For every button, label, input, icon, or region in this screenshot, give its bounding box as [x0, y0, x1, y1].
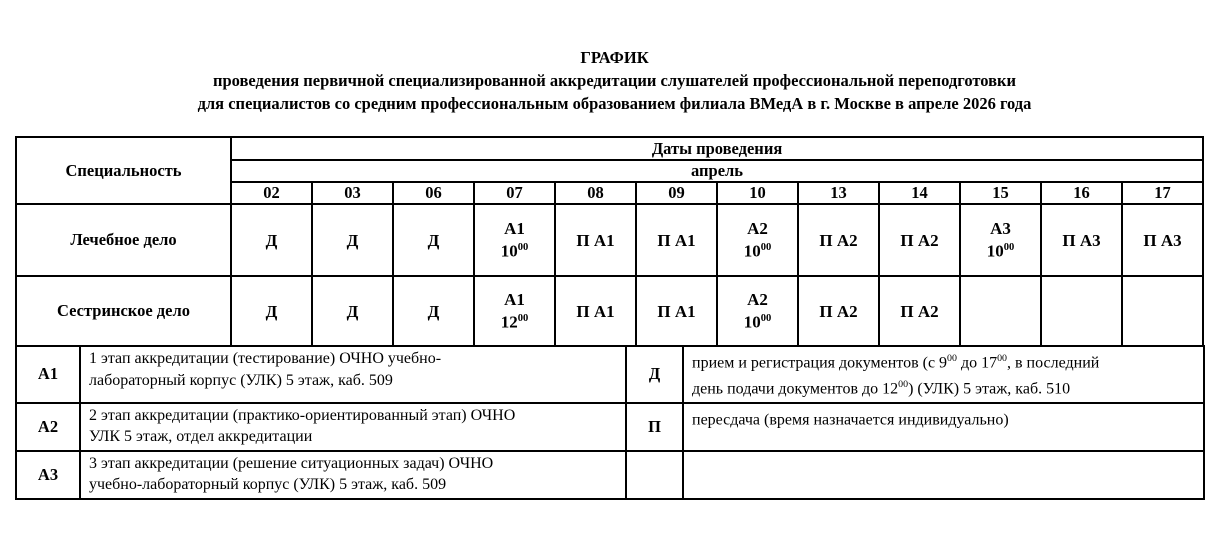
legend-key-a1: А1: [15, 345, 81, 404]
date-header-cell: 15: [959, 181, 1042, 205]
legend-row: А2 2 этап аккредитации (практико-ориенти…: [15, 401, 1205, 452]
legend-table: А1 1 этап аккредитации (тестирование) ОЧ…: [15, 345, 1205, 500]
schedule-cell: П А2: [797, 203, 880, 277]
legend-key-a2: А2: [15, 401, 81, 452]
schedule-row: Лечебное дело Д Д Д А1 1000 П А1 П А1 А2 1…: [15, 203, 1205, 277]
schedule-cell: П А1: [554, 203, 637, 277]
date-header-cell: 09: [635, 181, 718, 205]
header-row-dates-title: Специальность Даты проведения: [15, 136, 1205, 205]
schedule-cell: [1040, 275, 1123, 347]
time-superscript: 00: [760, 242, 772, 254]
schedule-cell: П А2: [878, 203, 961, 277]
schedule-cell: Д: [311, 203, 394, 277]
time-superscript: 00: [1003, 242, 1015, 254]
date-header-cell: 16: [1040, 181, 1123, 205]
schedule-cell: П А1: [635, 275, 718, 347]
schedule-cell: П А1: [635, 203, 718, 277]
dates-header: Даты проведения: [229, 136, 1205, 161]
time-superscript: 00: [997, 353, 1007, 364]
document-title-line-3: для специалистов со средним профессионал…: [197, 94, 1032, 113]
schedule-cell: А2 1000: [716, 275, 799, 347]
legend-desc-a2: 2 этап аккредитации (практико-ориентиров…: [79, 401, 627, 452]
legend-key-a3: А3: [15, 449, 81, 500]
legend-desc-p: пересдача (время назначается индивидуаль…: [682, 401, 1205, 452]
header-row-dates: 02 03 06 07 08 09 10 13 14 15 16 17: [16, 181, 1205, 205]
date-header-cell: 17: [1120, 181, 1205, 205]
schedule-cell: [1120, 275, 1205, 347]
date-header-cell: 03: [311, 181, 394, 205]
legend-row: А1 1 этап аккредитации (тестирование) ОЧ…: [15, 345, 1205, 404]
date-header-cell: 14: [878, 181, 961, 205]
schedule-cell: Д: [230, 203, 313, 277]
schedule-cell: Д: [230, 275, 313, 347]
time-superscript: 00: [898, 378, 909, 390]
schedule-cell: А2 1000: [716, 203, 799, 277]
schedule-cell: [959, 275, 1042, 347]
header-row-month: апрель: [16, 159, 1205, 183]
schedule-cell: А1 1000: [473, 203, 556, 277]
date-header-cell: 06: [392, 181, 475, 205]
legend-desc-a1: 1 этап аккредитации (тестирование) ОЧНО …: [79, 345, 627, 404]
schedule-cell: П А2: [878, 275, 961, 347]
legend-desc-a3: 3 этап аккредитации (решение ситуационны…: [79, 449, 627, 500]
date-header-cell: 13: [797, 181, 880, 205]
document-title-line-1: ГРАФИК: [580, 48, 649, 67]
legend-desc-empty: [682, 449, 1205, 500]
specialty-column-header: Специальность: [15, 136, 232, 205]
schedule-cell: П А1: [554, 275, 637, 347]
specialty-row-label: Сестринское дело: [15, 275, 232, 347]
schedule-cell: П А3: [1040, 203, 1123, 277]
schedule-cell: П А2: [797, 275, 880, 347]
document-title: ГРАФИК проведения первичной специализиро…: [0, 46, 1229, 115]
schedule-cell: Д: [392, 203, 475, 277]
legend-key-empty: [625, 449, 684, 500]
date-header-cell: 07: [473, 181, 556, 205]
date-header-cell: 08: [554, 181, 637, 205]
document-title-line-2: проведения первичной специализированной …: [212, 71, 1017, 90]
date-header-cell: 10: [716, 181, 799, 205]
date-header-cell: 02: [230, 181, 313, 205]
time-superscript: 00: [517, 313, 529, 325]
legend-key-p: П: [625, 401, 684, 452]
time-superscript: 00: [947, 353, 957, 364]
schedule-row: Сестринское дело Д Д Д А1 1200 П А1 П А1 …: [15, 275, 1205, 347]
schedule-cell: А1 1200: [473, 275, 556, 347]
legend-key-d: Д: [625, 345, 684, 404]
schedule-cell: П А3: [1120, 203, 1205, 277]
specialty-row-label: Лечебное дело: [15, 203, 232, 277]
schedule-cell: Д: [311, 275, 394, 347]
legend-row: А3 3 этап аккредитации (решение ситуацио…: [15, 449, 1205, 500]
schedule-cell: Д: [392, 275, 475, 347]
schedule-cell: А3 1000: [959, 203, 1042, 277]
month-header: апрель: [229, 159, 1205, 183]
time-superscript: 00: [760, 313, 772, 325]
schedule-table: Специальность Даты проведения апрель 02 …: [15, 136, 1205, 347]
time-superscript: 00: [517, 242, 529, 254]
legend-desc-d: прием и регистрация документов (с 900 до…: [682, 345, 1205, 404]
